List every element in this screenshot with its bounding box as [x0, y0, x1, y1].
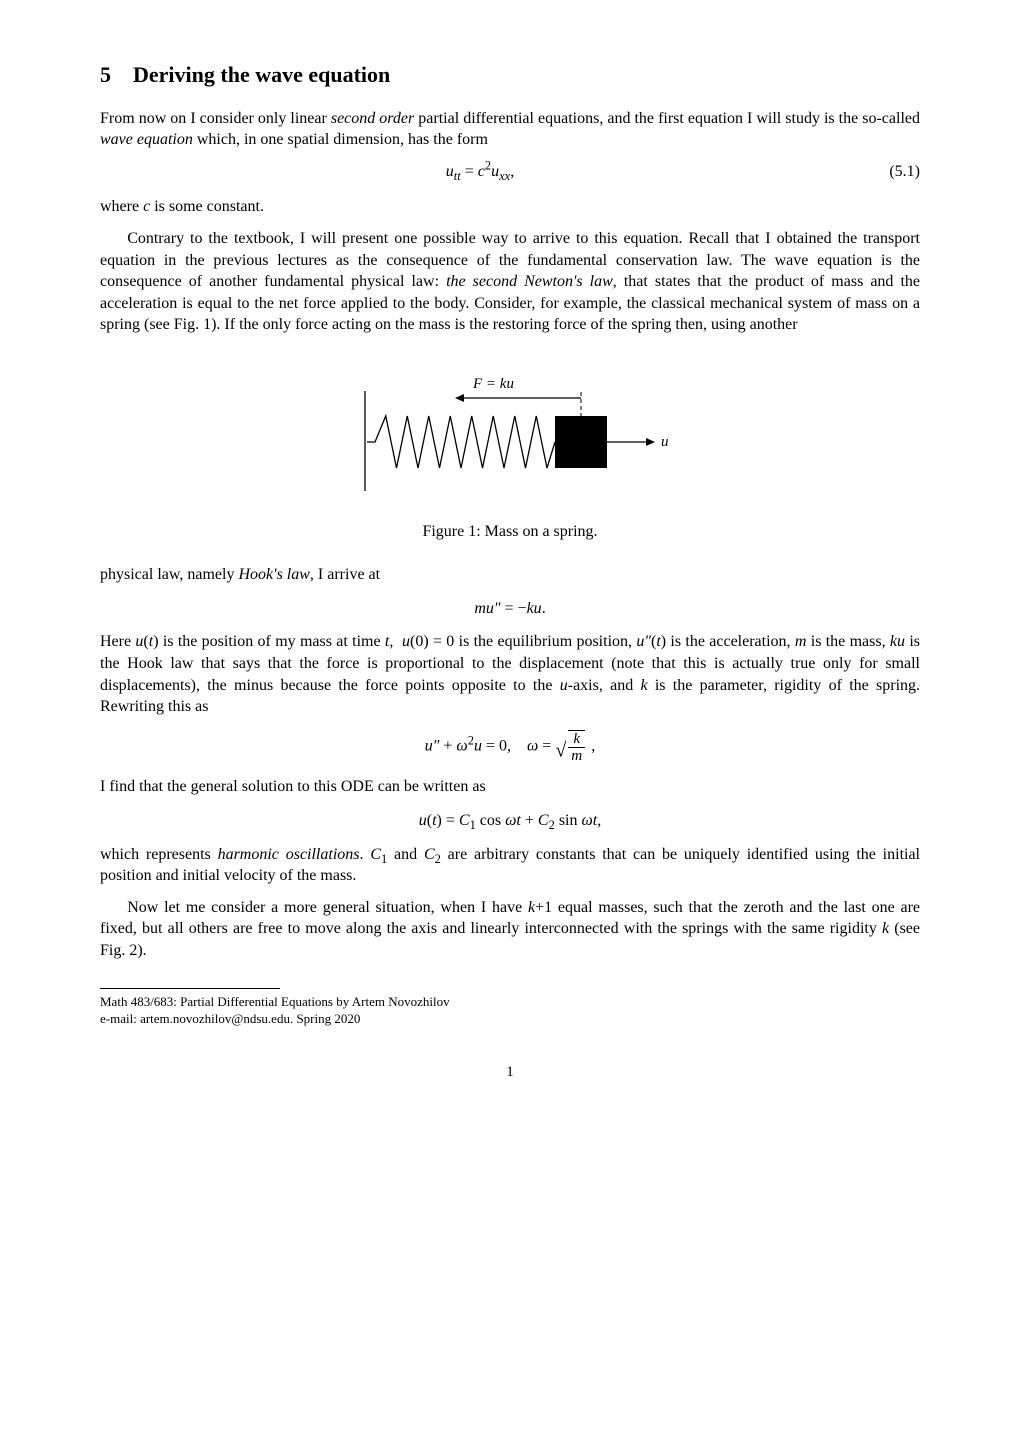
text: From now on I consider only linear [100, 110, 331, 127]
text: is the mass, [806, 633, 889, 650]
equation-omega: u″ + ω2u = 0, ω = √ k m , [100, 730, 920, 765]
page-number: 1 [100, 1062, 920, 1082]
footnote-rule [100, 988, 280, 989]
section-title: Deriving the wave equation [133, 62, 390, 87]
emph: the second Newton's law [446, 273, 613, 290]
text: Here [100, 633, 135, 650]
section-number: 5 [100, 60, 111, 90]
emph: second order [331, 110, 414, 127]
text: is the position of my mass at time [159, 633, 385, 650]
figure-1-caption: Figure 1: Mass on a spring. [100, 521, 920, 543]
figure-1: F = ku u [100, 356, 920, 513]
para-2: where c is some constant. [100, 196, 920, 218]
equation-number: (5.1) [860, 161, 920, 183]
footnote-line-2: e-mail: artem.novozhilov@ndsu.edu. Sprin… [100, 1010, 920, 1028]
math: C [424, 846, 435, 863]
para-1: From now on I consider only linear secon… [100, 108, 920, 151]
math: C [370, 846, 381, 863]
emph: wave equation [100, 131, 193, 148]
math: k [640, 677, 647, 694]
section-heading: 5 Deriving the wave equation [100, 60, 920, 90]
text: is the acceleration, [666, 633, 795, 650]
text: Now let me consider a more general situa… [127, 899, 528, 916]
para-6: I find that the general solution to this… [100, 776, 920, 798]
equation-general-solution: u(t) = C1 cos ωt + C2 sin ωt, [100, 810, 920, 832]
svg-text:F = ku: F = ku [472, 376, 514, 392]
equation-hook: mu″ = −ku. [100, 598, 920, 620]
text: , I arrive at [310, 566, 380, 583]
svg-text:u: u [661, 434, 669, 450]
math: u [560, 677, 568, 694]
math: t [385, 633, 389, 650]
figure-1-svg: F = ku u [345, 356, 675, 506]
emph: harmonic oscillations [218, 846, 360, 863]
para-8: Now let me consider a more general situa… [100, 897, 920, 962]
equation-body: utt = c2uxx, [100, 161, 860, 183]
math: k [528, 899, 535, 916]
text: is the equilibrium position, [454, 633, 636, 650]
text: . [360, 846, 371, 863]
text: is some constant. [150, 198, 264, 215]
math: m [795, 633, 807, 650]
para-3: Contrary to the textbook, I will present… [100, 228, 920, 336]
footnote-line-1: Math 483/683: Partial Differential Equat… [100, 993, 920, 1011]
equation-5-1: utt = c2uxx, (5.1) [100, 161, 920, 183]
math: ku [890, 633, 905, 650]
text: and [387, 846, 424, 863]
para-5: Here u(t) is the position of my mass at … [100, 631, 920, 717]
text: which represents [100, 846, 218, 863]
para-7: which represents harmonic oscillations. … [100, 844, 920, 887]
text: physical law, namely [100, 566, 238, 583]
text: partial differential equations, and the … [414, 110, 920, 127]
text: -axis, and [568, 677, 641, 694]
emph: Hook's law [238, 566, 309, 583]
text: which, in one spatial dimension, has the… [193, 131, 488, 148]
para-4: physical law, namely Hook's law, I arriv… [100, 564, 920, 586]
text: where [100, 198, 143, 215]
math: u″ [636, 633, 651, 650]
math: u [135, 633, 143, 650]
